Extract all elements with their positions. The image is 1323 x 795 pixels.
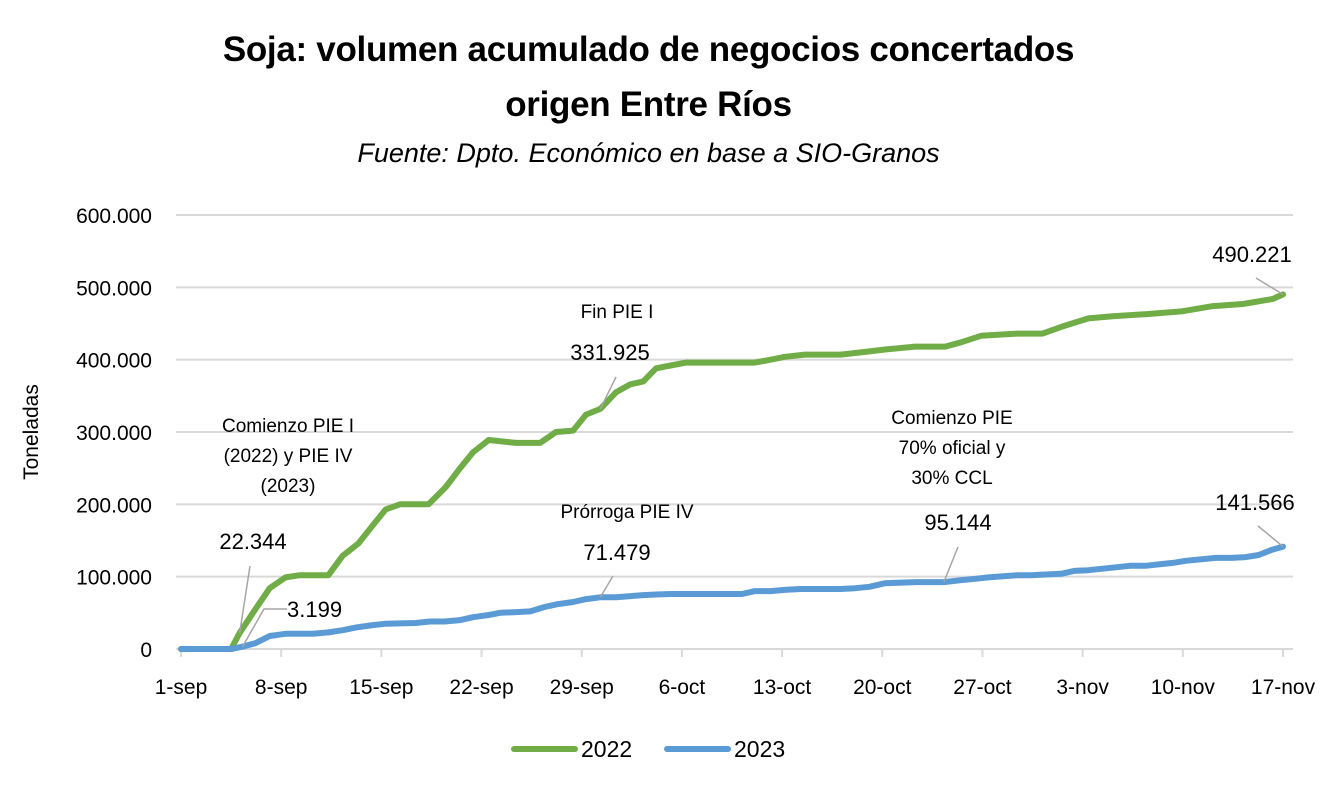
legend: 2022 2023 bbox=[511, 736, 785, 762]
annotation-note: (2023) bbox=[261, 476, 316, 497]
data-label: 331.925 bbox=[570, 340, 650, 365]
y-tick-label: 400.000 bbox=[76, 350, 152, 373]
y-axis-label: Toneladas bbox=[20, 384, 43, 480]
x-tick-label: 20-oct bbox=[853, 676, 912, 699]
series-lines bbox=[178, 291, 1286, 652]
annotation-note: Fin PIE I bbox=[581, 302, 654, 323]
annotation-note: 70% oficial y bbox=[899, 438, 1006, 459]
data-label: 95.144 bbox=[924, 510, 991, 535]
x-tick-label: 10-nov bbox=[1151, 676, 1216, 699]
x-tick-label: 22-sep bbox=[449, 676, 513, 699]
annotation-note: Comienzo PIE I bbox=[222, 416, 354, 437]
y-tick-label: 100.000 bbox=[76, 567, 152, 590]
y-tick-label: 200.000 bbox=[76, 494, 152, 517]
x-tick-label: 6-oct bbox=[659, 676, 706, 699]
leader-line bbox=[599, 376, 617, 410]
data-label: 22.344 bbox=[219, 529, 286, 554]
y-axis-tick-labels: 0 100.000 200.000 300.000 400.000 500.000 600.… bbox=[76, 205, 152, 662]
annotation-note: (2022) y PIE IV bbox=[224, 446, 353, 467]
leader-line bbox=[1255, 277, 1284, 296]
annotation-note: Comienzo PIE bbox=[891, 408, 1012, 429]
x-tick-label: 15-sep bbox=[349, 676, 413, 699]
x-tick-label: 29-sep bbox=[550, 676, 614, 699]
y-tick-label: 300.000 bbox=[76, 422, 152, 445]
data-label: 3.199 bbox=[287, 597, 342, 622]
x-tick-label: 8-sep bbox=[255, 676, 308, 699]
x-tick-label: 17-nov bbox=[1251, 676, 1316, 699]
annotation-note: 30% CCL bbox=[911, 468, 992, 489]
data-label: 490.221 bbox=[1212, 242, 1292, 267]
data-label: 141.566 bbox=[1215, 490, 1295, 515]
chart-subtitle: Fuente: Dpto. Económico en base a SIO-Gr… bbox=[357, 138, 940, 168]
x-tick-label: 27-oct bbox=[953, 676, 1012, 699]
x-tick-label: 13-oct bbox=[753, 676, 812, 699]
leader-line bbox=[241, 608, 287, 648]
y-tick-label: 500.000 bbox=[76, 277, 152, 300]
leader-line bbox=[1257, 525, 1284, 548]
leader-line bbox=[599, 575, 614, 598]
x-tick-label: 1-sep bbox=[155, 676, 208, 699]
series-line-2023 bbox=[178, 543, 1286, 652]
legend-label-2023: 2023 bbox=[734, 736, 785, 762]
annotation-note: Prórroga PIE IV bbox=[560, 502, 693, 523]
legend-label-2022: 2022 bbox=[581, 736, 632, 762]
y-tick-label: 0 bbox=[140, 639, 152, 662]
y-tick-label: 600.000 bbox=[76, 205, 152, 228]
x-tick-label: 3-nov bbox=[1056, 676, 1109, 699]
leader-line bbox=[943, 546, 959, 583]
leader-line bbox=[238, 565, 251, 633]
x-axis-tick-labels: 1-sep 8-sep 15-sep 22-sep 29-sep 6-oct 13-oct 2… bbox=[155, 649, 1316, 699]
data-label: 71.479 bbox=[583, 540, 650, 565]
chart-title-line-2: origen Entre Ríos bbox=[505, 85, 792, 124]
annotations: 22.344 Comienzo PIE I (2022) y PIE IV (2023… bbox=[219, 242, 1295, 648]
chart-title-line-1: Soja: volumen acumulado de negocios conc… bbox=[222, 30, 1075, 69]
